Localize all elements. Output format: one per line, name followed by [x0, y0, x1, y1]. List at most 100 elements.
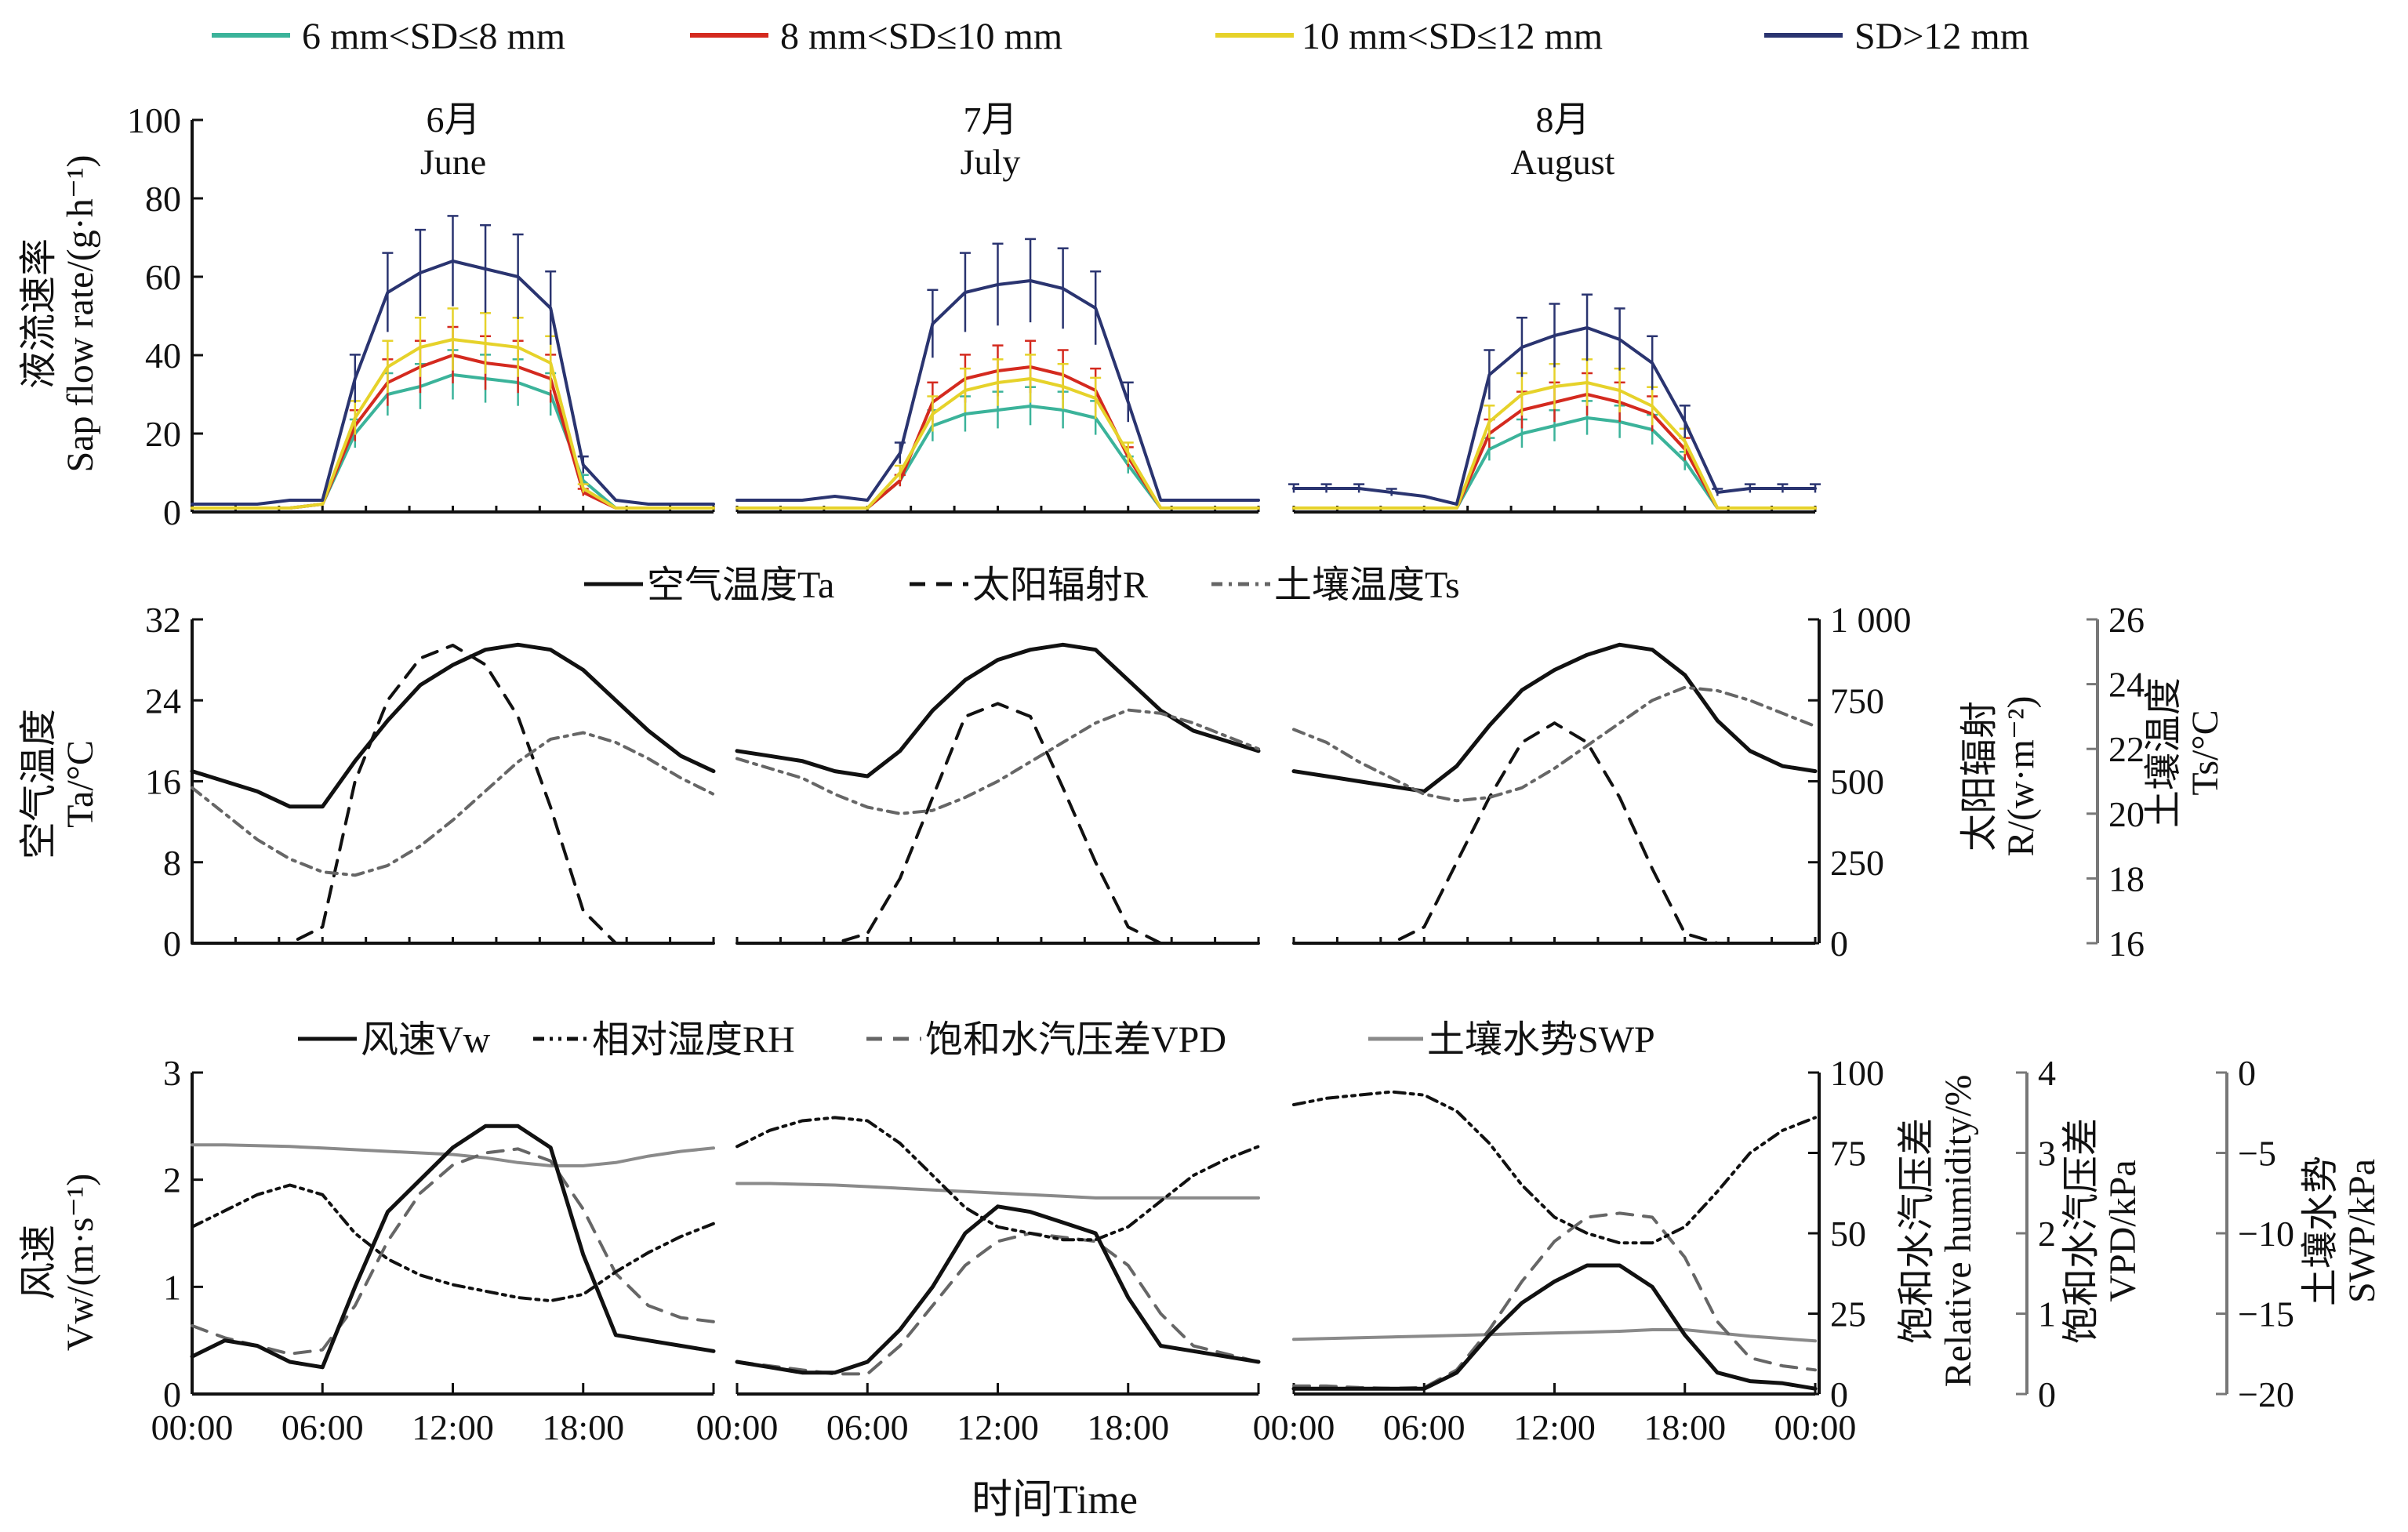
wind-line-rh	[735, 1116, 1260, 1242]
wind-right-swp-axis-tick-label: 0	[2238, 1053, 2256, 1093]
temp-right-r-label-cn: 太阳辐射	[1959, 701, 2000, 851]
wind-line-vw	[735, 1204, 1261, 1375]
wind-line-rh	[1292, 1090, 1817, 1245]
wind-right-swp-label-en: SWP/kPa	[2341, 1159, 2383, 1303]
temp-right-ts-axis-tick-label: 18	[2108, 859, 2145, 899]
temp-right-r-axis-tick-label: 500	[1830, 762, 1884, 802]
wind-right-swp-axis-tick-label: −20	[2238, 1374, 2294, 1414]
wind-x-tick-label: 12:00	[1513, 1407, 1596, 1447]
wind-right-vpd-axis-tick-label: 0	[2038, 1374, 2056, 1414]
wind-line-vw	[1291, 1263, 1818, 1391]
wind-left-label-en: Vw/(m·s⁻¹)	[60, 1174, 101, 1351]
wind-line-vpd	[735, 1232, 1260, 1376]
sap-y-axis-tick-label: 100	[127, 100, 181, 140]
sap-legend-label-3: 10 mm<SD≤12 mm	[1302, 16, 1603, 57]
sap-y-axis-tick-label: 80	[145, 179, 181, 219]
sap-ylabel-cn: 液流速率	[18, 238, 60, 389]
month-title-cn-august: 8月	[1536, 100, 1590, 140]
wind-right-rh-label-cn: 饱和水汽压差	[1896, 1118, 1938, 1344]
sap-legend: 6 mm<SD≤8 mm 8 mm<SD≤10 mm 10 mm<SD≤12 m…	[212, 16, 2029, 57]
sap-ylabel-en: Sap flow rate/(g·h⁻¹)	[60, 155, 101, 473]
wind-x-tick-label: 06:00	[1383, 1407, 1466, 1447]
wind-x-tick-label: 00:00	[1253, 1407, 1335, 1447]
wind-x-tick-label: 12:00	[957, 1407, 1039, 1447]
temp-left-axis-tick-label: 0	[163, 924, 181, 964]
sap-legend-label-1: 6 mm<SD≤8 mm	[302, 16, 565, 57]
wind-right-swp-axis-tick-label: −5	[2238, 1134, 2276, 1174]
wind-legend-label-swp: 土壤水势SWP	[1427, 1019, 1655, 1061]
month-title-en-july: July	[961, 142, 1021, 182]
wind-right-vpd-label-en: VPD/kPa	[2102, 1160, 2144, 1301]
temp-right-r-axis-tick-label: 0	[1830, 924, 1848, 964]
temp-line-ts	[1292, 685, 1817, 803]
wind-left-label-cn: 风速	[18, 1225, 60, 1300]
temp-line-r	[191, 644, 715, 945]
wind-right-vpd-axis-tick-label: 2	[2038, 1214, 2056, 1254]
wind-right-swp-axis-tick-label: −15	[2238, 1294, 2294, 1334]
wind-x-tick-label: 06:00	[281, 1407, 364, 1447]
wind-x-tick-label: 00:00	[1774, 1407, 1857, 1447]
temp-right-r-axis-tick-label: 1 000	[1830, 600, 1912, 640]
temp-right-ts-axis-tick-label: 16	[2108, 924, 2145, 964]
temp-line-r	[1292, 721, 1817, 945]
temp-line-ts	[191, 731, 715, 877]
temp-right-r-label-en: R/(w·m⁻²)	[2000, 695, 2042, 856]
wind-x-tick-label: 18:00	[542, 1407, 624, 1447]
month-title-en-august: August	[1511, 142, 1615, 182]
temp-left-axis-tick-label: 16	[145, 762, 181, 802]
temp-left-label-cn: 空气温度	[18, 709, 60, 859]
temp-line-ts	[735, 708, 1260, 815]
temp-right-ts-label-cn: 土壤温度	[2143, 677, 2185, 828]
temp-legend-label-ts: 土壤温度Ts	[1274, 565, 1460, 606]
wind-line-swp	[191, 1143, 715, 1167]
wind-line-vpd	[191, 1147, 715, 1356]
wind-left-axis-tick-label: 3	[163, 1053, 181, 1093]
temp-left-axis-tick-label: 24	[145, 681, 181, 721]
wind-left-axis-tick-label: 0	[163, 1374, 181, 1414]
sap-y-axis-tick-label: 0	[163, 492, 181, 532]
temp-legend: 空气温度Ta 太阳辐射R 土壤温度Ts	[584, 565, 1460, 606]
temp-right-ts-label-en: Ts/°C	[2185, 710, 2226, 795]
wind-line-rh	[191, 1183, 715, 1303]
temp-line-ta	[735, 642, 1261, 779]
temp-left-label-en: Ta/°C	[60, 740, 101, 828]
temp-right-ts-axis-tick-label: 24	[2108, 665, 2145, 705]
temp-legend-label-ta: 空气温度Ta	[647, 565, 834, 606]
sap-y-axis-tick-label: 60	[145, 257, 181, 297]
wind-left-axis-tick-label: 1	[163, 1267, 181, 1307]
wind-right-rh-axis-tick-label: 0	[1830, 1374, 1848, 1414]
temp-right-r-axis-tick-label: 750	[1830, 681, 1884, 721]
wind-line-swp	[735, 1182, 1260, 1200]
wind-line-vpd	[1292, 1211, 1817, 1390]
wind-x-tick-label: 12:00	[412, 1407, 494, 1447]
wind-right-swp-label-cn: 土壤水势	[2300, 1156, 2341, 1306]
temp-left-axis-tick-label: 32	[145, 600, 181, 640]
wind-right-vpd-axis-tick-label: 4	[2038, 1053, 2056, 1093]
wind-right-vpd-axis-tick-label: 1	[2038, 1294, 2056, 1334]
wind-legend-label-vpd: 饱和水汽压差VPD	[925, 1019, 1226, 1061]
wind-x-tick-label: 18:00	[1643, 1407, 1726, 1447]
temp-line-r	[735, 702, 1260, 945]
wind-legend-label-vw: 风速Vw	[361, 1019, 491, 1061]
wind-right-vpd-axis-tick-label: 3	[2038, 1134, 2056, 1174]
sap-legend-label-2: 8 mm<SD≤10 mm	[780, 16, 1062, 57]
wind-right-rh-axis-tick-label: 50	[1830, 1214, 1866, 1254]
wind-x-tick-label: 06:00	[826, 1407, 909, 1447]
wind-legend-label-rh: 相对湿度RH	[592, 1019, 795, 1061]
month-title-cn-june: 6月	[427, 100, 481, 140]
sap-y-axis-tick-label: 40	[145, 336, 181, 376]
wind-right-rh-label-en: Relative humidity/%	[1938, 1075, 1979, 1388]
wind-left-axis-tick-label: 2	[163, 1160, 181, 1200]
wind-line-swp	[1292, 1328, 1817, 1343]
wind-line-vw	[190, 1124, 716, 1370]
sap-y-axis-tick-label: 20	[145, 414, 181, 454]
month-title-en-june: June	[420, 142, 486, 182]
temp-left-axis-tick-label: 8	[163, 843, 181, 883]
temp-right-r-axis-tick-label: 250	[1830, 843, 1884, 883]
wind-x-tick-label: 18:00	[1087, 1407, 1169, 1447]
wind-x-tick-label: 00:00	[151, 1407, 234, 1447]
wind-right-rh-axis-tick-label: 25	[1830, 1294, 1866, 1334]
temp-right-ts-axis-tick-label: 22	[2108, 729, 2145, 769]
wind-x-tick-label: 00:00	[696, 1407, 779, 1447]
